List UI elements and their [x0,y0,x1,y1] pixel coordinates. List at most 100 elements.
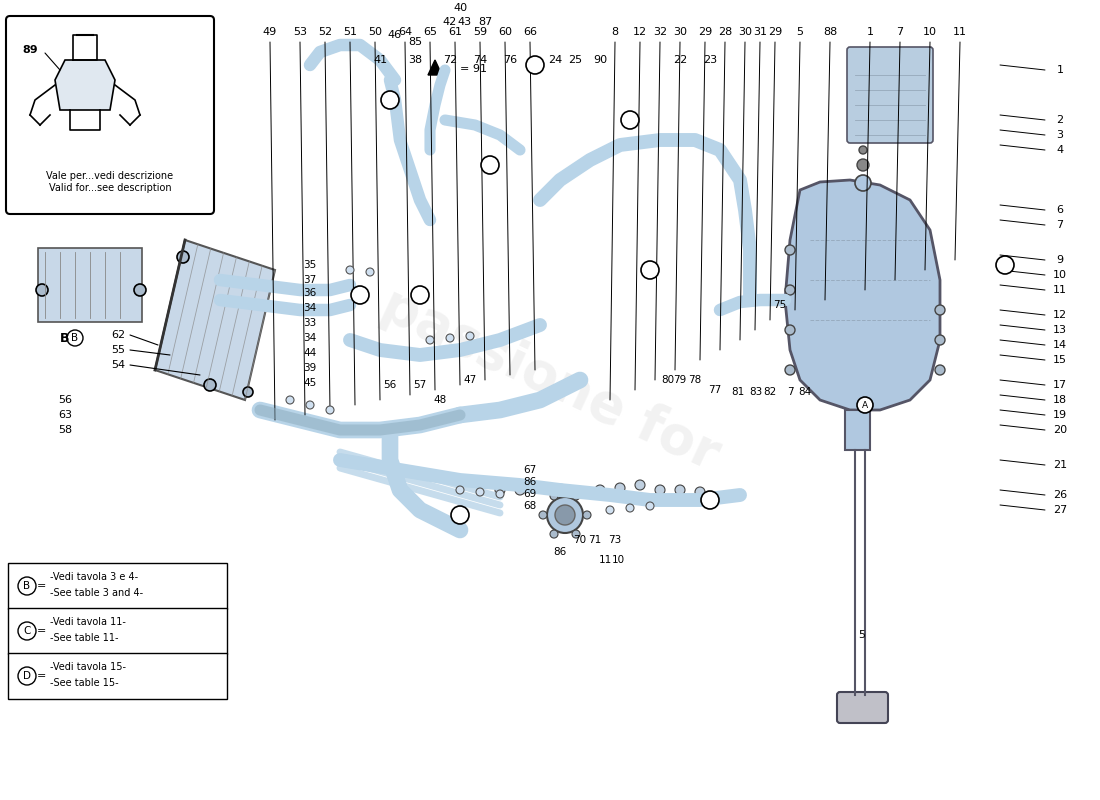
Text: C: C [531,60,538,70]
Circle shape [785,245,795,255]
Text: B: B [60,331,69,345]
Text: 53: 53 [293,27,307,37]
Text: 58: 58 [58,425,73,435]
Text: 45: 45 [304,378,317,388]
Circle shape [935,335,945,345]
Text: 43: 43 [458,17,472,27]
Text: 34: 34 [304,303,317,313]
Polygon shape [845,410,870,450]
Circle shape [134,284,146,296]
Circle shape [785,365,795,375]
Circle shape [621,111,639,129]
Text: 80: 80 [661,375,674,385]
Text: 26: 26 [1053,490,1067,500]
Text: 33: 33 [304,318,317,328]
Text: 64: 64 [398,27,412,37]
Circle shape [606,506,614,514]
Circle shape [243,387,253,397]
Text: 77: 77 [708,385,722,395]
Text: 38: 38 [408,55,422,65]
Circle shape [411,286,429,304]
Circle shape [481,156,499,174]
FancyBboxPatch shape [6,16,214,214]
Text: 71: 71 [588,535,602,545]
Text: 59: 59 [473,27,487,37]
Circle shape [935,305,945,315]
Text: B: B [72,333,78,343]
Circle shape [595,485,605,495]
Circle shape [466,332,474,340]
Text: 7: 7 [896,27,903,37]
FancyBboxPatch shape [8,653,227,699]
Circle shape [785,325,795,335]
Text: 34: 34 [304,333,317,343]
Circle shape [615,483,625,493]
Text: 50: 50 [368,27,382,37]
Text: 61: 61 [448,27,462,37]
Circle shape [785,285,795,295]
Text: D: D [23,671,31,681]
Polygon shape [155,240,275,400]
Circle shape [572,492,580,500]
Circle shape [859,146,867,154]
Text: 22: 22 [673,55,688,65]
Circle shape [654,485,666,495]
Text: 66: 66 [522,27,537,37]
Text: 41: 41 [373,55,387,65]
Circle shape [550,530,558,538]
Text: 88: 88 [823,27,837,37]
Text: =: = [37,671,46,681]
Text: 24: 24 [548,55,562,65]
Circle shape [351,286,369,304]
Text: =: = [37,626,46,636]
Text: 62: 62 [111,330,125,340]
Circle shape [695,487,705,497]
Text: 30: 30 [673,27,688,37]
Text: 21: 21 [1053,460,1067,470]
Text: 18: 18 [1053,395,1067,405]
Polygon shape [785,180,940,410]
Text: -Vedi tavola 3 e 4-: -Vedi tavola 3 e 4- [50,572,139,582]
FancyBboxPatch shape [847,47,933,143]
Text: 4: 4 [1056,145,1064,155]
Circle shape [635,480,645,490]
Text: 27: 27 [1053,505,1067,515]
Text: 10: 10 [1053,270,1067,280]
Circle shape [381,91,399,109]
Circle shape [18,667,36,685]
Text: Valid for...see description: Valid for...see description [48,183,172,193]
Text: 68: 68 [524,501,537,511]
Text: 47: 47 [463,375,476,385]
Circle shape [18,622,36,640]
Text: A: A [486,160,493,170]
Text: C: C [23,626,31,636]
Text: 56: 56 [58,395,72,405]
Text: 36: 36 [304,288,317,298]
Text: -See table 3 and 4-: -See table 3 and 4- [50,588,143,598]
Circle shape [36,284,48,296]
Text: 84: 84 [799,387,812,397]
Text: 5: 5 [858,630,866,640]
Text: C: C [1002,260,1009,270]
Text: 10: 10 [612,555,625,565]
Circle shape [675,485,685,495]
Text: 67: 67 [524,465,537,475]
FancyBboxPatch shape [39,248,142,322]
Text: 79: 79 [673,375,686,385]
Text: D: D [646,265,653,275]
Text: -Vedi tavola 11-: -Vedi tavola 11- [50,617,125,627]
Circle shape [306,401,313,409]
Circle shape [286,396,294,404]
Circle shape [547,497,583,533]
Text: 19: 19 [1053,410,1067,420]
Circle shape [18,577,36,595]
Text: 12: 12 [1053,310,1067,320]
Circle shape [626,504,634,512]
Circle shape [641,261,659,279]
Text: C: C [456,510,463,520]
Text: A: A [862,401,868,410]
Text: 89: 89 [22,45,37,55]
Text: C: C [706,495,714,505]
Text: 12: 12 [632,27,647,37]
Text: 46: 46 [388,30,403,40]
